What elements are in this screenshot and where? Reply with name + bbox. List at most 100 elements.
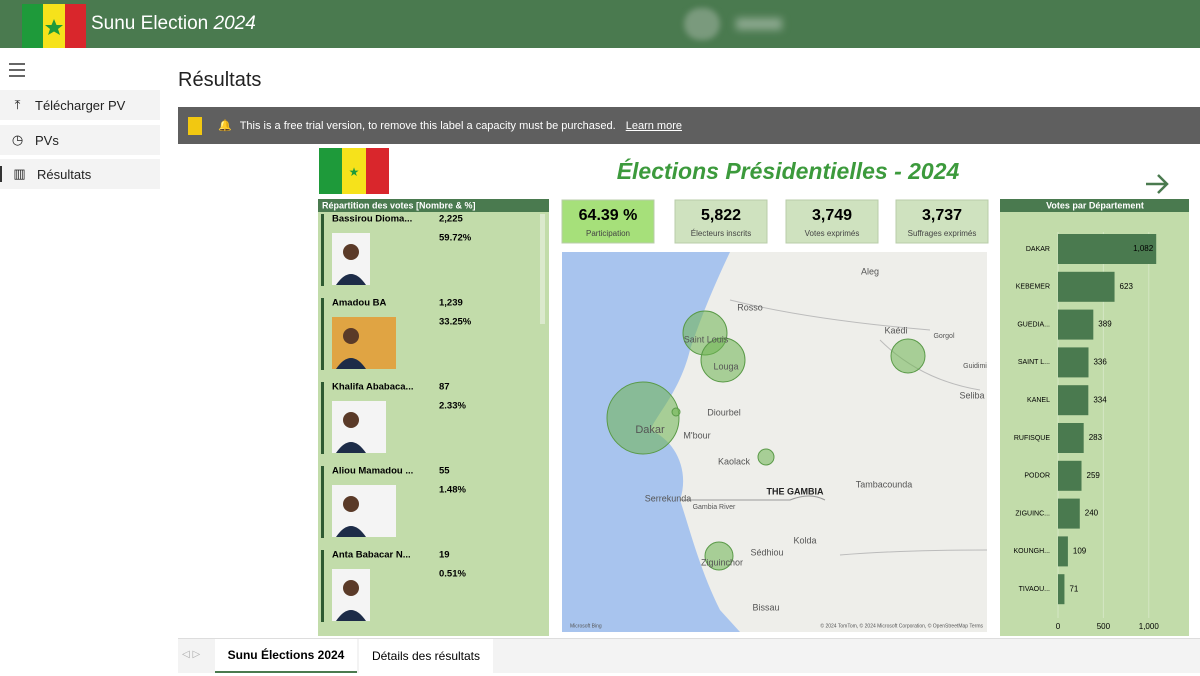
- kpi-label: Suffrages exprimés: [908, 229, 977, 238]
- map-label: Diourbel: [707, 407, 741, 417]
- map-bubble: [606, 381, 680, 455]
- nav-label: Télécharger PV: [35, 97, 126, 113]
- candidate-photo-body: [336, 442, 366, 453]
- candidate-photo-head: [343, 496, 359, 512]
- chart-panel: [1000, 199, 1189, 636]
- map-bubble: [757, 448, 775, 466]
- tab[interactable]: Détails des résultats: [359, 639, 493, 673]
- bar: [1058, 234, 1157, 264]
- nav-item[interactable]: ◷ PVs: [0, 125, 160, 155]
- map-label: M'bour: [683, 430, 710, 440]
- map-label: Tambacounda: [856, 479, 913, 489]
- x-tick-label: 0: [1056, 622, 1061, 631]
- y-tick-label: KANEL: [1027, 397, 1050, 404]
- kpi-label: Participation: [586, 229, 630, 238]
- user-avatar[interactable]: [684, 8, 720, 40]
- value-label: 71: [1069, 584, 1078, 593]
- candidate-photo-body: [336, 274, 366, 285]
- kpi-value: 64.39 %: [579, 207, 638, 224]
- candidate-name: Anta Babacar N...: [332, 550, 411, 561]
- y-tick-label: PODOR: [1024, 473, 1050, 480]
- map-label: Gorgol: [933, 333, 954, 340]
- nav-item[interactable]: ▥ Résultats: [0, 159, 160, 189]
- page-title: Résultats: [178, 69, 262, 91]
- y-tick-label: ZIGUINC...: [1015, 510, 1050, 517]
- candidate-marker: [321, 550, 324, 622]
- value-label: 334: [1093, 395, 1107, 404]
- nav-label: PVs: [35, 132, 59, 148]
- y-tick-label: RUFISQUE: [1014, 435, 1051, 442]
- y-tick-label: KOUNGH...: [1013, 548, 1050, 555]
- y-tick-label: KEBEMER: [1016, 284, 1050, 291]
- candidate-photo-head: [343, 328, 359, 344]
- candidate-name: Bassirou Dioma...: [332, 214, 412, 225]
- candidate-percent: 59.72%: [439, 233, 472, 244]
- candidate-name: Khalifa Ababaca...: [332, 382, 413, 393]
- value-label: 109: [1073, 547, 1087, 556]
- map-label: Aleg: [861, 266, 879, 276]
- map-bubble: [671, 407, 681, 417]
- candidate-photo-body: [336, 610, 366, 621]
- map-label: Kaédi: [884, 325, 907, 335]
- candidate-photo-head: [343, 244, 359, 260]
- kpi-card: [895, 199, 989, 244]
- app-name: Sunu Election: [91, 13, 209, 34]
- candidate-photo-body: [336, 526, 366, 537]
- candidate-photo: [332, 401, 386, 453]
- value-label: 389: [1098, 320, 1112, 329]
- banner-link[interactable]: Learn more: [625, 119, 682, 132]
- nav-item[interactable]: ⤒ Télécharger PV: [0, 90, 160, 120]
- bar: [1058, 347, 1089, 378]
- candidate-photo-body: [336, 358, 366, 369]
- value-label: 240: [1085, 509, 1099, 518]
- map-label: Guidimi: [963, 363, 987, 370]
- kpi-value: 3,749: [812, 207, 852, 224]
- map-label: Kolda: [793, 535, 816, 545]
- bar: [1058, 385, 1089, 416]
- map-label: Bissau: [752, 602, 779, 612]
- candidate-marker: [321, 214, 324, 286]
- tab-bar: ◁ ▷ Sunu Élections 2024 Détails des résu…: [178, 638, 1200, 673]
- candidate-photo: [332, 485, 396, 537]
- tab[interactable]: Sunu Élections 2024: [215, 639, 357, 673]
- user-name[interactable]: [736, 18, 782, 30]
- bar: [1058, 498, 1080, 529]
- menu-button[interactable]: [8, 62, 26, 78]
- kpi-card: [785, 199, 879, 244]
- chart-title: Votes par Département: [1046, 200, 1144, 210]
- powerbi-icon: [188, 116, 202, 135]
- candidate-percent: 0.51%: [439, 569, 466, 580]
- kpi-card: [561, 199, 655, 244]
- candidate-votes: 2,225: [439, 214, 463, 225]
- bar: [1058, 574, 1065, 605]
- bar: [1058, 460, 1082, 491]
- flag: [22, 4, 86, 48]
- candidate-votes: 87: [439, 382, 450, 393]
- app-year: 2024: [213, 13, 256, 34]
- map-credits: © 2024 TomTom, © 2024 Microsoft Corporat…: [820, 622, 983, 629]
- candidate-photo: [332, 317, 396, 369]
- candidate-photo-head: [343, 580, 359, 596]
- candidate-photo-head: [343, 412, 359, 428]
- y-tick-label: TIVAOU...: [1019, 586, 1050, 593]
- candidate-marker: [321, 382, 324, 454]
- candidate-percent: 1.48%: [439, 485, 466, 496]
- svg-text:★: ★: [349, 165, 360, 179]
- kpi-card: [674, 199, 768, 244]
- candidate-percent: 33.25%: [439, 317, 472, 328]
- candidate-marker: [321, 298, 324, 370]
- candidate-marker: [321, 466, 324, 538]
- app-header: Sunu Election 2024: [0, 0, 1200, 48]
- y-tick-label: GUEDIA...: [1017, 321, 1050, 328]
- next-arrow[interactable]: [1146, 174, 1169, 194]
- candidate-votes: 55: [439, 466, 450, 477]
- map-label: Saint Louis: [684, 334, 729, 344]
- candidate-votes: 19: [439, 550, 450, 561]
- kpi-label: Votes exprimés: [805, 229, 860, 238]
- map-bubble: [704, 541, 734, 571]
- candidate-votes: 1,239: [439, 298, 463, 309]
- map-label: Serrekunda: [645, 493, 692, 503]
- trial-banner: 🔔 This is a free trial version, to remov…: [178, 107, 1200, 144]
- map-label: Kaolack: [718, 456, 751, 466]
